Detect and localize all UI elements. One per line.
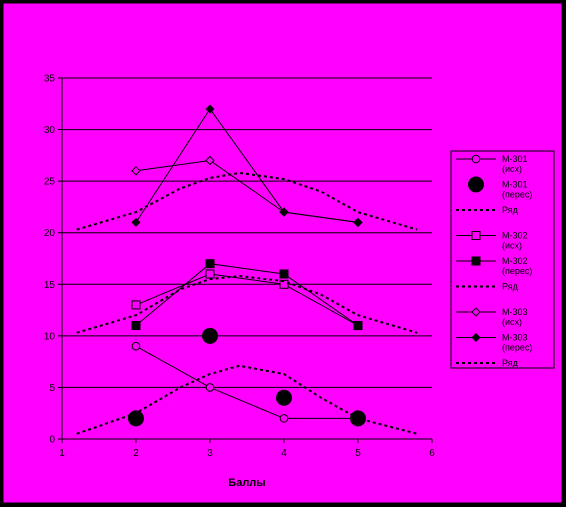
y-tick-label: 20 bbox=[44, 228, 56, 239]
legend-entry: М-303(перес) bbox=[456, 333, 532, 353]
y-tick-label: 30 bbox=[44, 125, 56, 136]
data-point bbox=[205, 259, 215, 269]
data-point bbox=[131, 217, 141, 227]
legend-label: Ряд bbox=[502, 205, 519, 215]
legend-label-continuation: (исх) bbox=[502, 317, 522, 327]
legend-entry: М-302(исх) bbox=[456, 231, 528, 251]
series-line bbox=[76, 171, 418, 231]
x-tick-label: 3 bbox=[207, 448, 213, 459]
y-tick-label: 35 bbox=[44, 74, 56, 85]
legend-entry: М-301(исх) bbox=[456, 154, 528, 174]
data-point bbox=[131, 341, 141, 351]
legend-label: Ряд bbox=[502, 358, 519, 368]
data-point bbox=[279, 269, 289, 279]
series-line bbox=[76, 364, 418, 435]
legend-entry: Ряд bbox=[456, 358, 519, 368]
legend-label-continuation: (перес) bbox=[502, 343, 532, 353]
legend-label: М-302 bbox=[502, 256, 528, 266]
legend-marker-swatch bbox=[471, 154, 481, 164]
series-8 bbox=[131, 104, 363, 227]
data-point bbox=[353, 217, 363, 227]
data-point bbox=[276, 389, 292, 406]
legend-entry: М-301(перес) bbox=[468, 176, 532, 200]
data-point bbox=[202, 327, 218, 344]
legend-marker-swatch bbox=[468, 176, 484, 193]
legend-label-continuation: (перес) bbox=[502, 266, 532, 276]
data-point bbox=[205, 383, 215, 392]
series-3 bbox=[76, 364, 418, 435]
legend-box bbox=[450, 150, 555, 369]
axes bbox=[61, 78, 433, 443]
x-tick-label: 1 bbox=[59, 448, 65, 459]
legend-label: Ряд bbox=[502, 282, 519, 292]
legend-entry: М-303(исх) bbox=[456, 307, 528, 327]
gridlines bbox=[58, 77, 432, 440]
legend-label: М-301 bbox=[502, 180, 528, 190]
data-point bbox=[131, 166, 141, 176]
y-tick-label: 10 bbox=[44, 331, 56, 342]
x-tick-label: 6 bbox=[429, 448, 435, 459]
legend-entries: М-301(исх)М-301(перес)РядМ-302(исх)М-302… bbox=[456, 154, 532, 368]
series-line bbox=[135, 273, 359, 326]
data-point bbox=[128, 410, 144, 427]
legend-marker-swatch bbox=[471, 333, 481, 342]
x-tick-label: 2 bbox=[133, 448, 139, 459]
series-line bbox=[135, 345, 358, 419]
y-tick-label: 25 bbox=[44, 177, 56, 188]
legend-label-continuation: (перес) bbox=[502, 190, 532, 200]
series-line bbox=[76, 274, 418, 334]
legend-label: М-303 bbox=[502, 307, 528, 317]
series-layer bbox=[76, 104, 418, 435]
data-point bbox=[131, 300, 141, 310]
y-tick-label: 0 bbox=[49, 435, 55, 446]
x-tick-label: 4 bbox=[281, 448, 287, 459]
legend-label: М-303 bbox=[502, 333, 528, 343]
legend-marker-swatch bbox=[471, 231, 481, 240]
y-axis-tick-labels: 0 5 10 15 20 25 30 35 bbox=[44, 74, 56, 446]
x-axis-title: Баллы bbox=[228, 477, 265, 489]
data-point bbox=[279, 207, 289, 217]
legend-marker-swatch bbox=[471, 307, 481, 317]
legend: М-301(исх)М-301(перес)РядМ-302(исх)М-302… bbox=[450, 150, 555, 369]
data-point bbox=[131, 321, 141, 331]
legend-entry: Ряд bbox=[456, 282, 519, 292]
series-9 bbox=[76, 171, 418, 231]
data-point bbox=[279, 414, 289, 423]
series-2 bbox=[128, 327, 366, 427]
legend-entry: Ряд bbox=[456, 205, 519, 215]
x-tick-label: 5 bbox=[355, 448, 361, 459]
legend-label: М-301 bbox=[502, 154, 528, 164]
y-tick-label: 15 bbox=[44, 280, 56, 291]
legend-label: М-302 bbox=[502, 231, 528, 241]
y-tick-label: 5 bbox=[49, 383, 55, 394]
series-line bbox=[135, 108, 359, 223]
legend-label-continuation: (исх) bbox=[502, 164, 522, 174]
data-point bbox=[205, 269, 215, 279]
data-point bbox=[205, 155, 215, 166]
series-6 bbox=[76, 274, 418, 334]
legend-marker-swatch bbox=[471, 256, 481, 266]
legend-entry: М-302(перес) bbox=[456, 256, 532, 276]
data-point bbox=[205, 104, 215, 114]
legend-label-continuation: (исх) bbox=[502, 241, 522, 251]
x-axis-tick-labels: 1 2 3 4 5 6 bbox=[59, 448, 435, 459]
data-point bbox=[353, 321, 363, 331]
